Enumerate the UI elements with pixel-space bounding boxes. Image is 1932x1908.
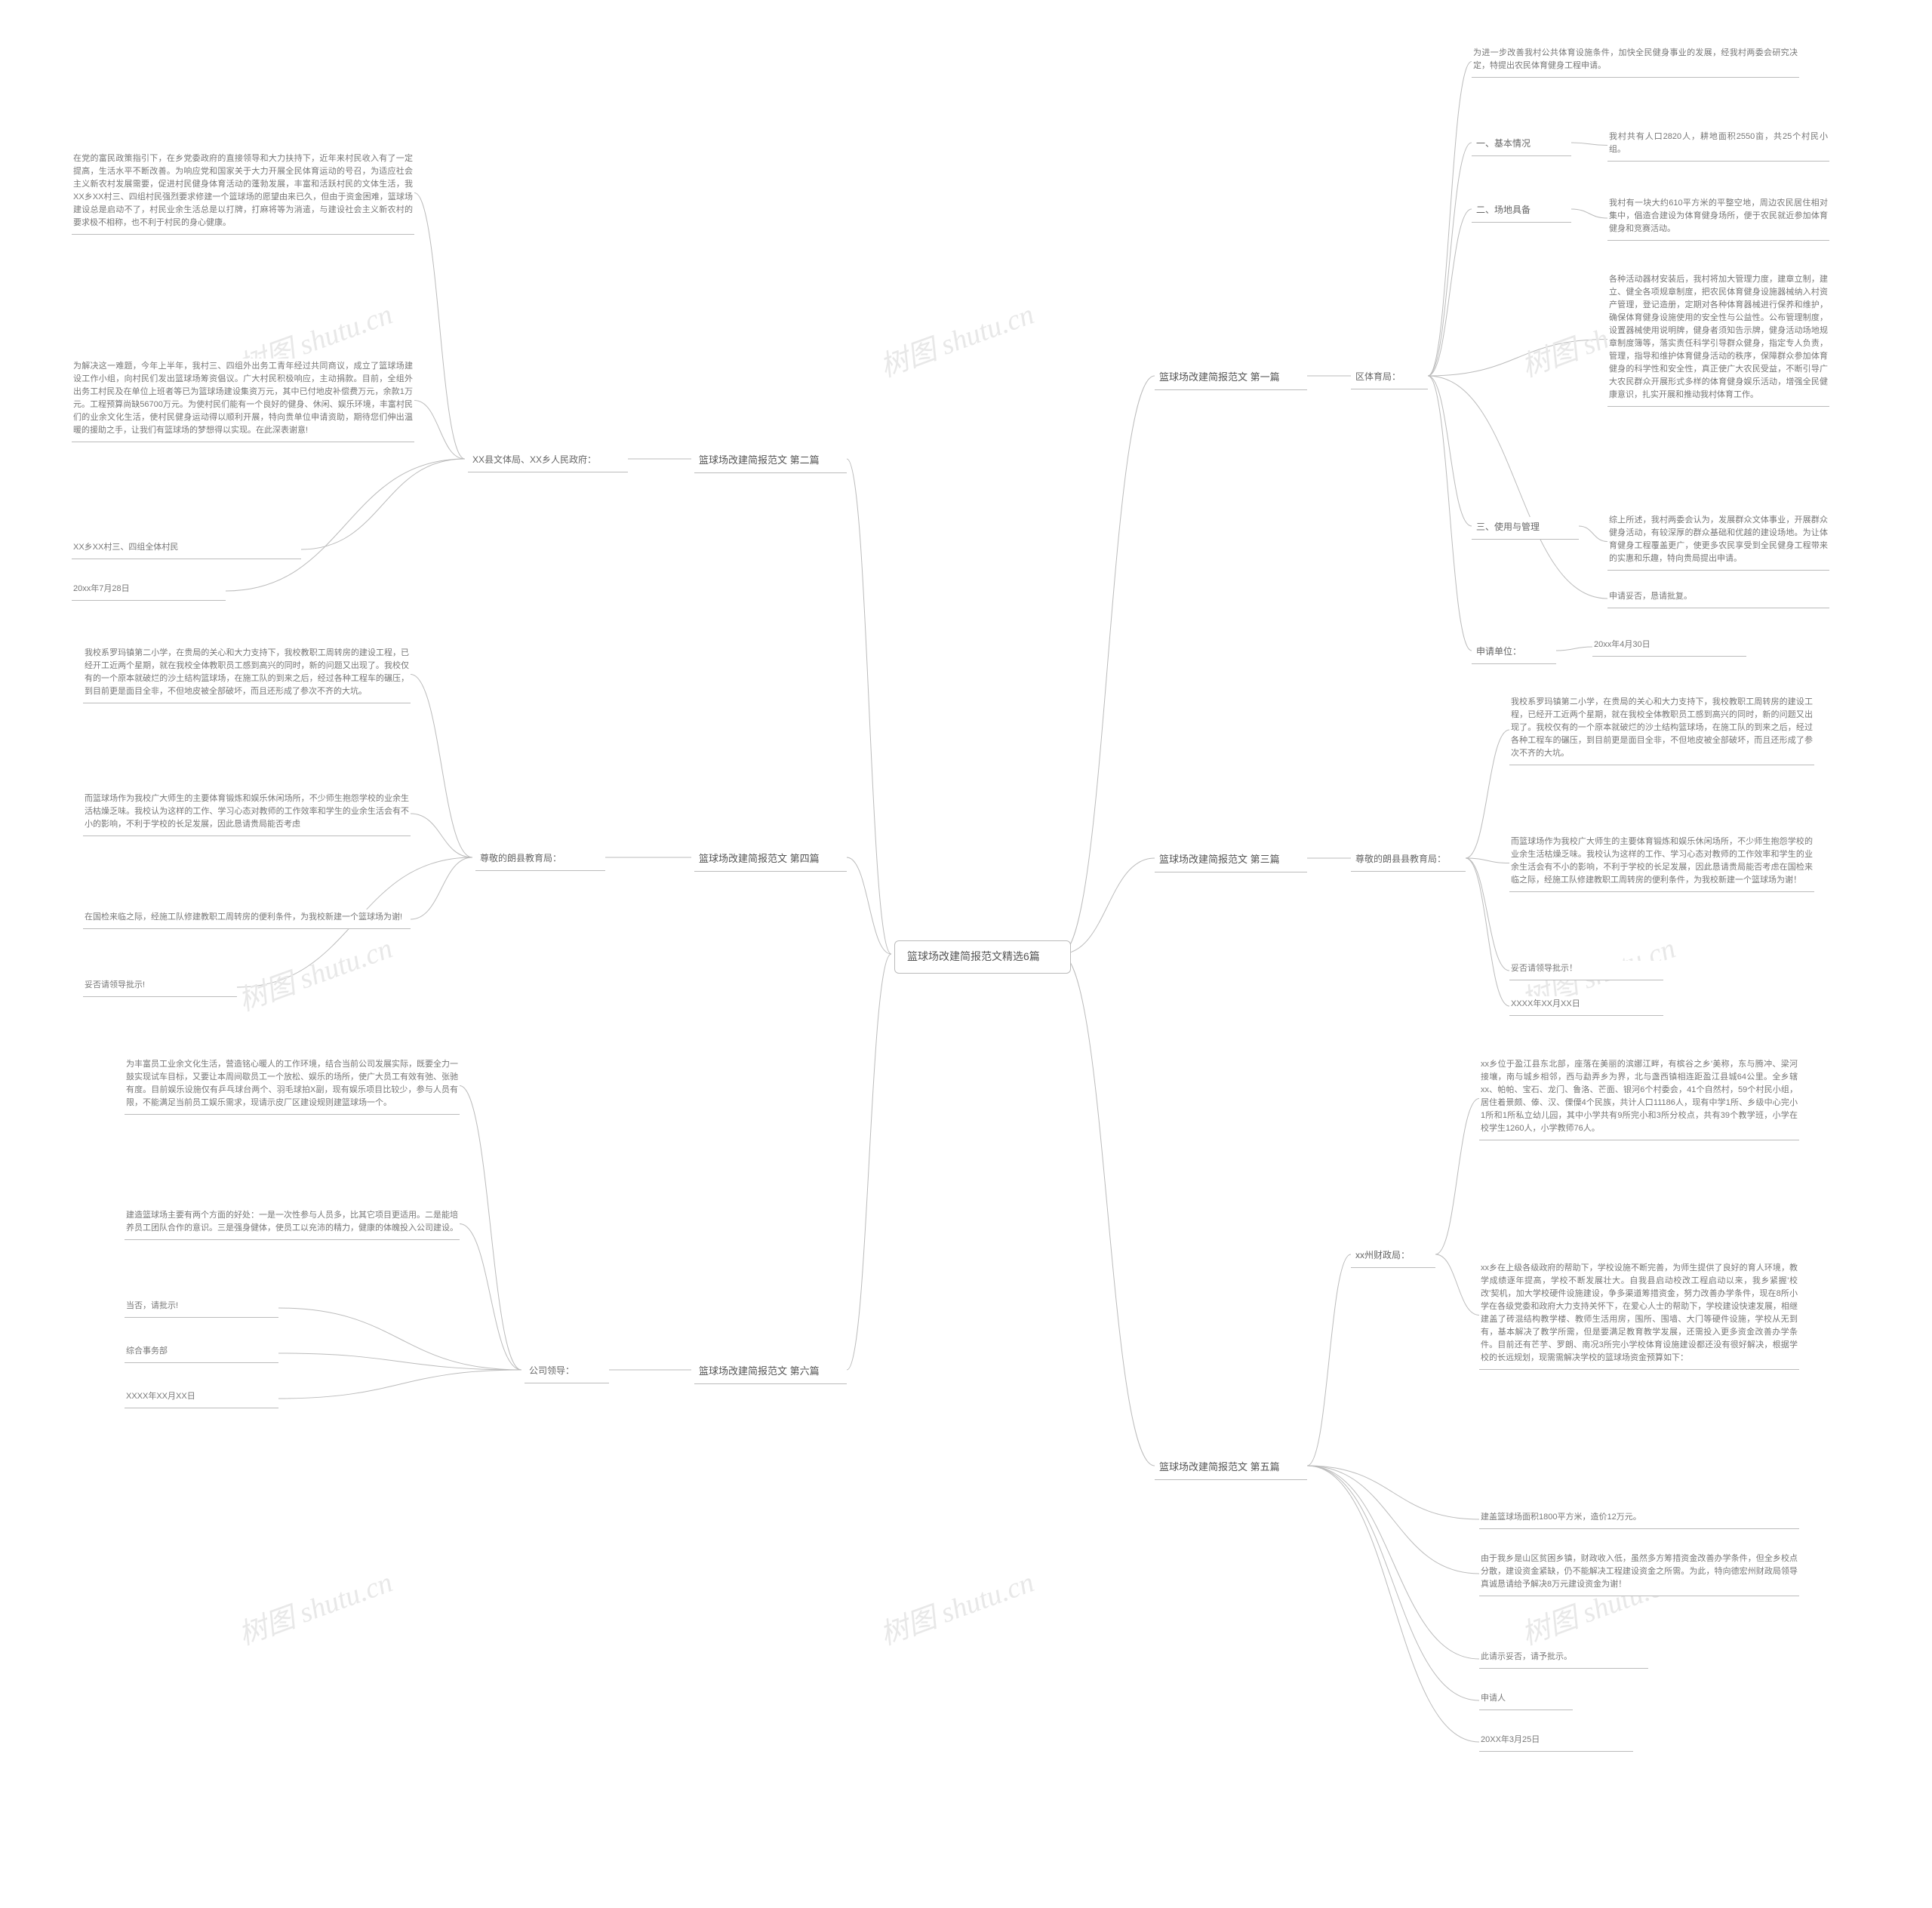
branch-3-sub-0-leaf-3: 20xx年7月28日 — [72, 581, 226, 601]
branch-0: 篮球场改建简报范文 第一篇 — [1155, 367, 1307, 390]
branch-3: 篮球场改建简报范文 第二篇 — [694, 450, 847, 473]
branch-0-sub-0-leaf-5: 申请妥否，恳请批复。 — [1607, 589, 1829, 608]
branch-3-sub-0-leaf-2: XX乡XX村三、四组全体村民 — [72, 540, 301, 559]
branch-2-leaf-5: 20XX年3月25日 — [1479, 1732, 1633, 1752]
watermark: 树图 shutu.cn — [232, 1559, 397, 1653]
branch-2-leaf-1: 建盖篮球场面积1800平方米，造价12万元。 — [1479, 1509, 1799, 1529]
root-node: 篮球场改建简报范文精选6篇 — [894, 940, 1071, 974]
branch-1-sub-0-leaf-1: 而篮球场作为我校广大师生的主要体育锻炼和娱乐休闲场所，不少师生抱怨学校的业余生活… — [1509, 834, 1814, 892]
branch-0-sub-0-label-4: 三、使用与管理 — [1472, 517, 1579, 540]
branch-5-sub-0-leaf-3: 综合事务部 — [125, 1343, 278, 1363]
branch-1-sub-0-leaf-2: 妥否请领导批示！ — [1509, 961, 1663, 980]
branch-0-sub-0-leaf-6: 20xx年4月30日 — [1592, 637, 1746, 657]
branch-2-sub-0-leaf-1: xx乡在上级各级政府的帮助下，学校设施不断完善，为师生提供了良好的育人环境，教学… — [1479, 1260, 1799, 1370]
branch-4-sub-0-leaf-2: 在国检来临之际，经施工队修建教职工周转房的便利条件，为我校新建一个篮球场为谢! — [83, 909, 411, 929]
branch-4-sub-0-leaf-0: 我校系罗玛镇第二小学，在贵局的关心和大力支持下，我校教职工周转房的建设工程，已经… — [83, 645, 411, 703]
branch-1-sub-0-leaf-0: 我校系罗玛镇第二小学，在贵局的关心和大力支持下，我校教职工周转房的建设工程，已经… — [1509, 694, 1814, 765]
branch-2: 篮球场改建简报范文 第五篇 — [1155, 1457, 1307, 1480]
watermark: 树图 shutu.cn — [873, 291, 1038, 385]
branch-1: 篮球场改建简报范文 第三篇 — [1155, 849, 1307, 872]
branch-2-sub-0: xx州财政局： — [1351, 1245, 1435, 1268]
branch-4: 篮球场改建简报范文 第四篇 — [694, 848, 847, 872]
branch-4-sub-0-leaf-1: 而篮球场作为我校广大师生的主要体育锻炼和娱乐休闲场所，不少师生抱怨学校的业余生活… — [83, 791, 411, 836]
branch-0-sub-0-leaf-2: 我村有一块大约610平方米的平整空地，周边农民居住相对集中，倡造合建设为体育健身… — [1607, 195, 1829, 241]
branch-2-leaf-3: 此请示妥否，请予批示。 — [1479, 1649, 1648, 1669]
branch-3-sub-0: XX县文体局、XX乡人民政府： — [468, 450, 628, 472]
branch-0-sub-0-leaf-3: 各种活动器材安装后，我村将加大管理力度，建章立制，建立、健全各项规章制度，把农民… — [1607, 272, 1829, 407]
watermark: 树图 shutu.cn — [232, 925, 397, 1019]
branch-1-sub-0: 尊敬的朗县县教育局： — [1351, 849, 1466, 872]
branch-3-sub-0-leaf-1: 为解决这一难题，今年上半年，我村三、四组外出务工青年经过共同商议，成立了篮球场建… — [72, 359, 414, 442]
branch-1-sub-0-leaf-3: XXXX年XX月XX日 — [1509, 996, 1663, 1016]
branch-5-sub-0-leaf-2: 当否，请批示! — [125, 1298, 278, 1318]
branch-5-sub-0-leaf-0: 为丰富员工业余文化生活，营造铭心暖人的工作环境，结合当前公司发展实际，既要全力一… — [125, 1057, 460, 1115]
branch-0-sub-0-leaf-4: 综上所述，我村两委会认为，发展群众文体事业，开展群众健身活动，有较深厚的群众基础… — [1607, 512, 1829, 571]
branch-5: 篮球场改建简报范文 第六篇 — [694, 1361, 847, 1384]
branch-0-sub-0-leaf-1: 我村共有人口2820人，耕地面积2550亩，共25个村民小组。 — [1607, 129, 1829, 162]
branch-5-sub-0-leaf-4: XXXX年XX月XX日 — [125, 1389, 278, 1408]
branch-4-sub-0-leaf-3: 妥否请领导批示! — [83, 977, 237, 997]
branch-2-leaf-2: 由于我乡是山区贫困乡镇，财政收入低，虽然多方筹措资金改善办学条件，但全乡校点分散… — [1479, 1551, 1799, 1596]
branch-5-sub-0: 公司领导： — [525, 1361, 609, 1383]
branch-3-sub-0-leaf-0: 在党的富民政策指引下，在乡党委政府的直接领导和大力扶持下，近年来村民收入有了一定… — [72, 151, 414, 235]
branch-0-sub-0-label-1: 一、基本情况 — [1472, 134, 1571, 156]
branch-2-sub-0-leaf-0: xx乡位于盈江县东北部，座落在美丽的滨娜江畔，有槟谷之乡'美称，东与腾冲、梁河接… — [1479, 1057, 1799, 1140]
branch-0-sub-0-label-2: 二、场地具备 — [1472, 200, 1571, 223]
branch-0-sub-0-leaf-0: 为进一步改善我村公共体育设施条件，加快全民健身事业的发展，经我村两委会研究决定，… — [1472, 45, 1799, 78]
branch-2-leaf-4: 申请人 — [1479, 1691, 1573, 1710]
watermark: 树图 shutu.cn — [873, 1559, 1038, 1653]
branch-0-sub-0-label-6: 申请单位： — [1472, 642, 1556, 664]
branch-5-sub-0-leaf-1: 建造篮球场主要有两个方面的好处：一是一次性参与人员多，比其它项目更适用。二是能培… — [125, 1208, 460, 1240]
branch-4-sub-0: 尊敬的朗县教育局： — [475, 848, 605, 871]
branch-0-sub-0: 区体育局： — [1351, 367, 1428, 389]
